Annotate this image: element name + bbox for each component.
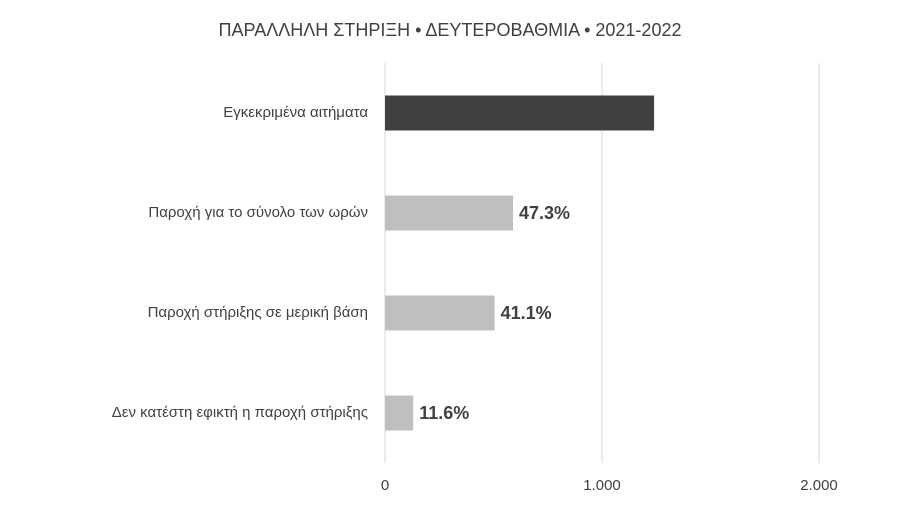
x-tick-label: 0 <box>381 477 389 494</box>
y-tick-label: Εγκεκριμένα αιτήματα <box>223 104 368 121</box>
bar <box>385 195 514 231</box>
y-tick-label: Παροχή στήριξης σε μερική βάση <box>148 304 368 321</box>
bar <box>385 395 414 431</box>
chart-title: ΠΑΡΑΛΛΗΛΗ ΣΤΗΡΙΞΗ • ΔΕΥΤΕΡΟΒΑΘΜΙΑ • 2021… <box>219 20 682 40</box>
data-label: 41.1% <box>501 303 552 323</box>
data-label: 11.6% <box>419 403 469 423</box>
x-tick-label: 1.000 <box>583 477 621 494</box>
x-tick-label: 2.000 <box>800 477 838 494</box>
bar <box>385 295 495 331</box>
data-label: 47.3% <box>519 203 570 223</box>
y-tick-label: Παροχή για το σύνολο των ωρών <box>148 204 368 221</box>
bar <box>385 95 655 131</box>
y-tick-label: Δεν κατέστη εφικτή η παροχή στήριξης <box>112 404 368 421</box>
